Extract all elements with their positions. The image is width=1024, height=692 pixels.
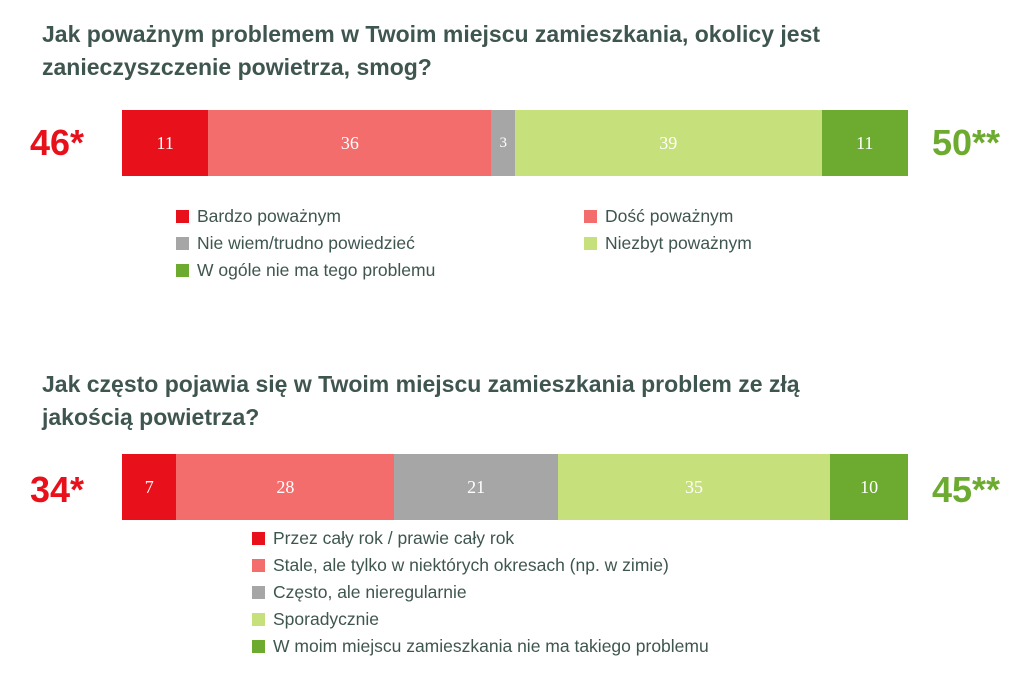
bar-segment: 11 — [821, 110, 908, 176]
bar-segment: 28 — [176, 454, 395, 520]
legend-swatch — [252, 585, 265, 599]
legend-swatch — [252, 531, 265, 545]
legend-label: Nie wiem/trudno powiedzieć — [197, 232, 415, 253]
legend-item: Sporadycznie — [252, 607, 812, 631]
air-quality-frequency-chart: Jak często pojawia się w Twoim miejscu z… — [0, 350, 1024, 692]
legend-label: Niezbyt poważnym — [605, 232, 752, 253]
legend-label: Bardzo poważnym — [197, 205, 341, 226]
right-total: 50** — [932, 122, 1001, 163]
bar-segment: 10 — [830, 454, 908, 520]
legend-item: Niezbyt poważnym — [584, 231, 796, 255]
bar-segment: 21 — [394, 454, 558, 520]
data-label: 3 — [499, 134, 507, 151]
legend-swatch — [176, 236, 189, 250]
legend-item: Stale, ale tylko w niektórych okresach (… — [252, 553, 812, 577]
data-label: 21 — [467, 476, 486, 497]
legend-item: Przez cały rok / prawie cały rok — [252, 526, 812, 550]
legend-label: Przez cały rok / prawie cały rok — [273, 527, 515, 548]
stacked-bar: 11 36 3 39 11 — [122, 110, 908, 176]
legend-swatch — [584, 209, 597, 223]
right-total: 45** — [932, 469, 1001, 510]
bar-segment: 7 — [122, 454, 177, 520]
data-label: 10 — [860, 476, 879, 497]
legend-item: W ogóle nie ma tego problemu — [176, 258, 584, 282]
bar-segment: 36 — [208, 110, 492, 176]
left-total: 46* — [30, 122, 85, 163]
legend-swatch — [252, 558, 265, 572]
stacked-bar: 7 28 21 35 10 — [122, 454, 908, 520]
legend-swatch — [252, 639, 265, 653]
legend-label: W moim miejscu zamieszkania nie ma takie… — [273, 635, 709, 656]
data-label: 36 — [340, 132, 359, 153]
legend-swatch — [176, 263, 189, 277]
chart-title: Jak poważnym problemem w Twoim miejscu z… — [42, 21, 821, 80]
bar-segment: 3 — [491, 110, 515, 176]
bar-segment: 39 — [514, 110, 822, 176]
legend-item: Dość poważnym — [584, 204, 796, 228]
data-label: 7 — [144, 476, 154, 497]
legend-label: Często, ale nieregularnie — [273, 581, 467, 602]
bar-segment: 35 — [557, 454, 831, 520]
legend: Bardzo poważnym Dość poważnym Nie wiem/tru… — [176, 204, 796, 282]
legend-item: Bardzo poważnym — [176, 204, 584, 228]
left-total: 34* — [30, 469, 85, 510]
data-label: 39 — [659, 132, 678, 153]
data-label: 35 — [684, 476, 703, 497]
data-label: 28 — [276, 476, 295, 497]
data-label: 11 — [156, 132, 174, 153]
legend-item: Nie wiem/trudno powiedzieć — [176, 231, 584, 255]
legend-swatch — [176, 209, 189, 223]
smog-severity-chart: Jak poważnym problemem w Twoim miejscu z… — [0, 0, 1024, 330]
legend-label: Dość poważnym — [605, 205, 734, 226]
legend-item: Często, ale nieregularnie — [252, 580, 812, 604]
bar-segment: 11 — [122, 110, 209, 176]
legend-label: Sporadycznie — [273, 608, 380, 629]
legend-swatch — [584, 236, 597, 250]
data-label: 11 — [856, 132, 874, 153]
legend-swatch — [252, 612, 265, 626]
chart-title: Jak często pojawia się w Twoim miejscu z… — [42, 371, 800, 430]
legend-item: W moim miejscu zamieszkania nie ma takie… — [252, 634, 812, 658]
legend-label: Stale, ale tylko w niektórych okresach (… — [273, 554, 669, 575]
legend: Przez cały rok / prawie cały rok Stale, a… — [252, 526, 812, 658]
legend-label: W ogóle nie ma tego problemu — [197, 259, 436, 280]
